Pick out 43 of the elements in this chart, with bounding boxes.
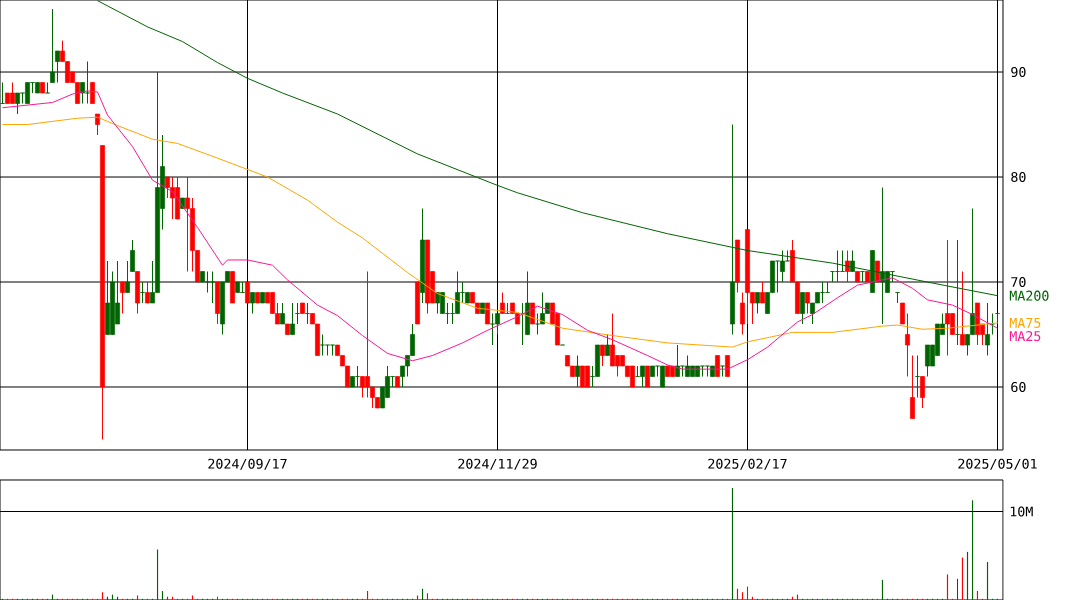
candlestick — [960, 271, 965, 346]
candlestick — [920, 376, 925, 409]
candlestick — [55, 50, 60, 84]
x-tick-label: 2025/05/01 — [958, 458, 1037, 470]
candlestick — [805, 292, 810, 315]
x-tick-label: 2024/09/17 — [208, 458, 287, 470]
candlestick — [600, 344, 605, 367]
x-tick-label: 2025/02/17 — [708, 458, 787, 470]
ref-line-label: 10M — [1010, 506, 1033, 517]
candlestick — [145, 281, 150, 304]
candlestick — [800, 292, 805, 325]
candlestick — [760, 281, 765, 304]
candlestick — [845, 250, 850, 283]
candlestick — [905, 313, 910, 377]
series-label: MA25 — [1009, 331, 1041, 342]
candlestick — [755, 292, 760, 315]
y-tick-label: 90 — [1011, 66, 1026, 78]
candlestick — [740, 292, 745, 336]
candlestick — [985, 302, 990, 356]
candlestick — [250, 292, 255, 315]
candlestick — [290, 302, 295, 336]
candlestick — [575, 355, 580, 388]
candlestick — [45, 82, 50, 94]
series-label: MA200 — [1009, 290, 1049, 301]
candlestick — [50, 8, 55, 84]
candlestick — [125, 260, 130, 294]
candlestick — [715, 355, 720, 377]
candlestick — [280, 302, 285, 325]
x-tick-label: 2024/11/29 — [458, 458, 537, 470]
candlestick — [605, 334, 610, 356]
y-tick-label: 60 — [1011, 381, 1026, 393]
candlestick — [850, 250, 855, 273]
y-tick-label: 70 — [1011, 276, 1026, 288]
y-tick-label: 80 — [1011, 171, 1026, 183]
candlestick — [245, 281, 250, 304]
candlestick — [725, 355, 730, 377]
candlestick — [900, 302, 905, 325]
candlestick — [530, 302, 535, 325]
candlestick — [130, 239, 135, 273]
series-label: MA75 — [1009, 318, 1041, 328]
candlestick — [120, 281, 125, 315]
candlestick — [645, 365, 650, 388]
candlestick — [910, 355, 915, 419]
